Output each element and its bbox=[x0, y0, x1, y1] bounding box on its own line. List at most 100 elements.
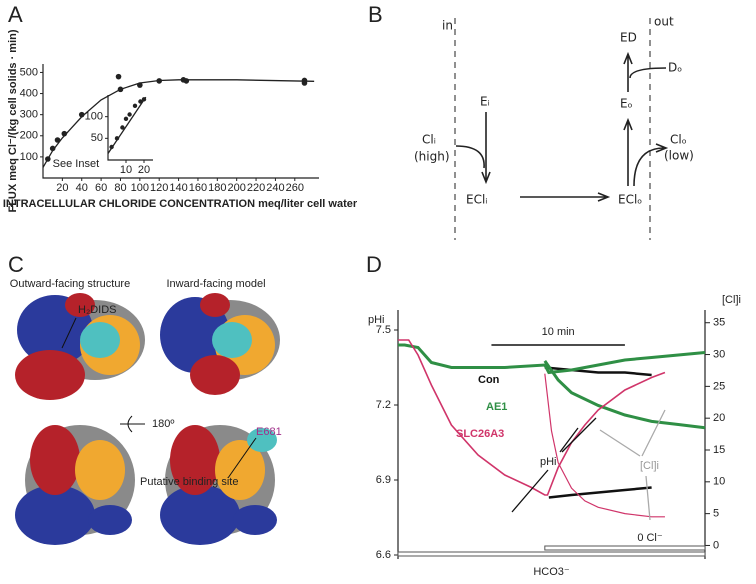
y2-tick-label: 25 bbox=[713, 380, 725, 392]
label: Clᵢ bbox=[422, 133, 436, 147]
y-tick-label: 6.9 bbox=[376, 474, 391, 486]
x-tick-label: 20 bbox=[138, 164, 150, 176]
x-tick-label: 240 bbox=[266, 182, 284, 194]
condition-bar bbox=[544, 545, 706, 551]
y2-tick-label: 0 bbox=[713, 539, 719, 551]
point bbox=[61, 130, 68, 137]
point bbox=[138, 99, 143, 104]
rotation-icon bbox=[120, 415, 145, 433]
legend-label: AE1 bbox=[486, 401, 507, 413]
arrows bbox=[511, 417, 597, 513]
annotation: H₂DIDS bbox=[78, 304, 117, 316]
y2-tick-label: 30 bbox=[713, 348, 725, 360]
x-tick-label: 20 bbox=[56, 182, 68, 194]
y-tick-label: 100 bbox=[20, 151, 38, 163]
x-axis-label: INTRACELLULAR CHLORIDE CONCENTRATION meq… bbox=[3, 198, 358, 210]
y-tick-label: 7.2 bbox=[376, 399, 391, 411]
label: in bbox=[442, 19, 453, 33]
fit-line bbox=[42, 79, 315, 168]
panel-label: C bbox=[8, 252, 24, 277]
x-tick-label: 100 bbox=[131, 182, 149, 194]
label: (low) bbox=[664, 149, 694, 163]
condition-bar bbox=[397, 551, 706, 557]
structure bbox=[15, 293, 145, 400]
y-axis-label: FLUX meq Cl⁻/(kg cell solids · min) bbox=[7, 29, 19, 212]
y-tick-label: 50 bbox=[91, 132, 103, 144]
y-tick-label: 300 bbox=[20, 109, 38, 121]
point bbox=[114, 136, 120, 141]
caption: Outward-facing structure bbox=[10, 278, 130, 290]
point bbox=[127, 112, 132, 117]
condition-label: HCO3⁻ bbox=[533, 566, 570, 578]
point bbox=[183, 78, 190, 84]
trace bbox=[398, 339, 666, 496]
annotation: See Inset bbox=[53, 158, 99, 170]
y-tick-label: 7.5 bbox=[376, 324, 391, 336]
y2-axis-label: [Cl]i bbox=[722, 294, 741, 306]
label: Clₒ bbox=[670, 133, 687, 147]
point bbox=[117, 86, 124, 93]
fit-line bbox=[107, 96, 147, 154]
plots: 20 40 60 80 100 120 140 160 180 200 220 240 26010020… bbox=[3, 29, 741, 578]
x-tick-label: 220 bbox=[247, 182, 265, 194]
axis bbox=[42, 64, 319, 179]
trace bbox=[548, 486, 652, 499]
structure bbox=[160, 425, 277, 545]
label: EClₒ bbox=[618, 193, 642, 207]
pointer bbox=[227, 437, 257, 479]
panel-label: A bbox=[8, 2, 23, 27]
trace bbox=[544, 373, 665, 518]
y-tick-label: 500 bbox=[20, 66, 38, 78]
structure bbox=[15, 425, 135, 545]
trace bbox=[543, 360, 706, 430]
annotation: 180º bbox=[152, 418, 174, 430]
x-tick-label: 140 bbox=[169, 182, 187, 194]
caption: Inward-facing model bbox=[166, 278, 265, 290]
panel-label: B bbox=[368, 2, 383, 27]
legend-label: Con bbox=[478, 374, 500, 386]
y-tick-label: 100 bbox=[85, 111, 103, 123]
point bbox=[301, 77, 308, 84]
structures: Outward-facing structure Inward-facing m… bbox=[10, 278, 282, 545]
x-tick-label: 120 bbox=[150, 182, 168, 194]
x-tick-label: 10 bbox=[120, 164, 132, 176]
point bbox=[109, 144, 114, 150]
point bbox=[132, 103, 138, 109]
trace bbox=[398, 343, 706, 375]
y-tick-label: 400 bbox=[20, 87, 38, 99]
diagram: in out Eᵢ Clᵢ (high) EClᵢ EClₒ Eₒ ED Dₒ … bbox=[414, 15, 694, 240]
label: Eᵢ bbox=[480, 95, 490, 109]
point bbox=[120, 125, 125, 130]
point bbox=[45, 156, 51, 162]
x-tick-label: 260 bbox=[286, 182, 304, 194]
annotation: Putative binding site bbox=[140, 476, 238, 488]
y-tick-label: 6.6 bbox=[376, 549, 391, 561]
point bbox=[123, 116, 129, 122]
legend-label: SLC26A3 bbox=[456, 428, 504, 440]
structure bbox=[160, 293, 280, 395]
y2-tick-label: 35 bbox=[713, 317, 725, 329]
condition-label: 0 Cl⁻ bbox=[637, 532, 663, 544]
panel-label: D bbox=[366, 252, 382, 277]
label: Dₒ bbox=[668, 61, 682, 75]
axis bbox=[107, 95, 153, 161]
point bbox=[49, 145, 56, 152]
arrows bbox=[455, 51, 669, 202]
annotation-text: Putative binding site bbox=[140, 476, 238, 488]
label: out bbox=[654, 15, 674, 29]
annotation: E681 bbox=[256, 426, 282, 438]
point bbox=[141, 97, 147, 102]
point bbox=[156, 78, 163, 84]
scale-bar-label: 10 min bbox=[542, 326, 575, 338]
x-tick-label: 180 bbox=[208, 182, 226, 194]
label: (high) bbox=[414, 150, 450, 164]
label: Eₒ bbox=[620, 97, 633, 111]
trace bbox=[544, 366, 652, 377]
y2-tick-label: 15 bbox=[713, 444, 725, 456]
annotation: pHi bbox=[540, 456, 557, 468]
point bbox=[78, 111, 85, 118]
y-axis-label: pHi bbox=[368, 314, 385, 326]
point bbox=[54, 137, 61, 143]
label: EClᵢ bbox=[466, 193, 487, 207]
